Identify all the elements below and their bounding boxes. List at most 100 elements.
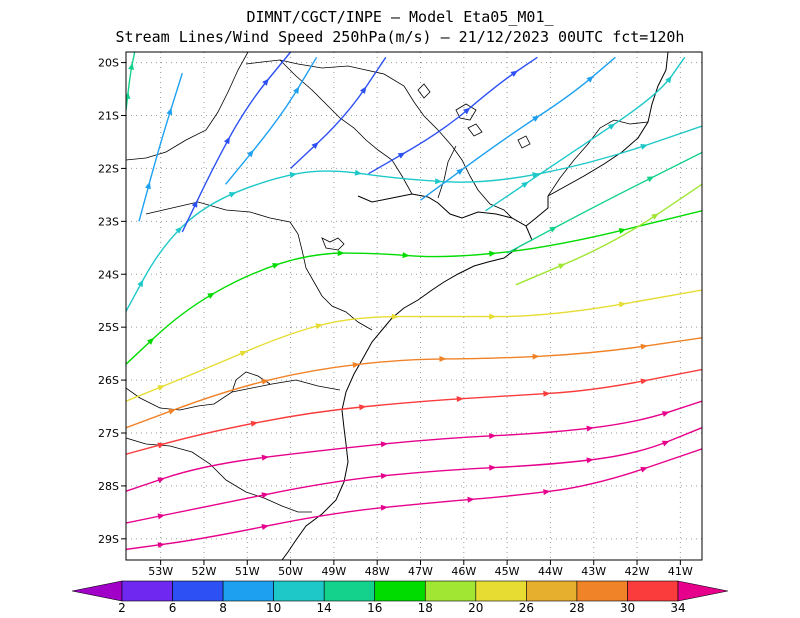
streamline-arrow bbox=[354, 169, 363, 176]
streamline bbox=[290, 56, 387, 169]
lat-tick-label: 27S bbox=[98, 427, 119, 440]
lon-tick-label: 49W bbox=[321, 565, 346, 578]
colorbar-segment bbox=[222, 580, 274, 602]
streamline bbox=[485, 56, 686, 212]
streamline bbox=[368, 56, 538, 175]
colorbar-low-arrow bbox=[71, 580, 123, 602]
lon-tick-label: 50W bbox=[278, 565, 303, 578]
streamline-arrow bbox=[157, 513, 165, 520]
streamline-arrow bbox=[434, 178, 443, 185]
streamline-arrow bbox=[549, 226, 557, 233]
lon-tick-label: 46W bbox=[451, 565, 476, 578]
streamline-arrow bbox=[489, 432, 497, 439]
streamline-arrow bbox=[543, 489, 551, 496]
grid-lines bbox=[126, 52, 702, 560]
streamline-arrow bbox=[128, 62, 135, 71]
streamline-arrow bbox=[557, 263, 566, 270]
streamline-arrow bbox=[315, 323, 324, 330]
colorbar-segment bbox=[424, 580, 477, 602]
streamline-arrow bbox=[359, 86, 367, 94]
streamline-arrow bbox=[261, 492, 269, 499]
streamline-arrow bbox=[239, 350, 248, 357]
streamline-arrow bbox=[175, 226, 183, 234]
streamline-arrow bbox=[646, 176, 655, 183]
streamline-arrow bbox=[166, 107, 173, 116]
lon-tick-label: 43W bbox=[581, 565, 606, 578]
streamline bbox=[126, 368, 702, 455]
streamline-arrow bbox=[250, 420, 259, 427]
streamline bbox=[138, 72, 183, 222]
lon-tick-label: 45W bbox=[495, 565, 520, 578]
streamline-arrow bbox=[463, 107, 471, 115]
streamline-arrow bbox=[352, 361, 360, 368]
lat-tick-label: 23S bbox=[98, 215, 119, 228]
streamline-arrow bbox=[640, 378, 648, 385]
colorbar-level-label: 28 bbox=[569, 601, 584, 615]
streamline-arrow bbox=[157, 477, 165, 484]
streamline-arrow bbox=[661, 440, 670, 447]
streamline-arrow bbox=[289, 172, 298, 178]
streamline-arrow bbox=[380, 441, 389, 448]
colorbar-segment bbox=[323, 580, 376, 602]
streamline bbox=[225, 56, 318, 185]
colorbar-level-label: 16 bbox=[367, 601, 382, 615]
streamline-arrow bbox=[293, 86, 300, 94]
colorbar-segment bbox=[374, 580, 426, 602]
lon-tick-label: 44W bbox=[538, 565, 563, 578]
streamline bbox=[126, 210, 702, 365]
streamline-arrow bbox=[651, 213, 659, 220]
colorbar-level-label: 2 bbox=[118, 601, 126, 615]
streamline-arrow bbox=[439, 355, 447, 362]
streamline-arrow bbox=[262, 78, 269, 86]
colorbar-level-label: 8 bbox=[219, 601, 227, 615]
colorbar-segment bbox=[576, 580, 628, 602]
lon-tick-label: 51W bbox=[235, 565, 260, 578]
streamline-arrow bbox=[391, 313, 399, 320]
lat-tick-label: 22S bbox=[98, 162, 119, 175]
streamline-arrow bbox=[157, 385, 165, 391]
coastline-and-borders bbox=[126, 52, 669, 560]
colorbar-level-label: 20 bbox=[468, 601, 483, 615]
streamline bbox=[126, 289, 702, 402]
streamline-arrow bbox=[191, 200, 198, 208]
axis-ticks: 53W 52W 51W 50W 49W 48W 47W 46W 45W 44W 43W 42W 41W 2… bbox=[98, 57, 693, 578]
streamline-arrow bbox=[157, 542, 165, 549]
colorbar: 2 6 8 10 14 16 18 20 26 28 30 34 bbox=[71, 580, 729, 615]
streamline bbox=[506, 151, 702, 254]
streamline-arrow bbox=[586, 75, 594, 83]
colorbar-high-arrow bbox=[677, 580, 729, 602]
lat-tick-label: 25S bbox=[98, 321, 119, 334]
lon-tick-label: 41W bbox=[668, 565, 693, 578]
streamline-arrow bbox=[661, 411, 670, 417]
colorbar-segment bbox=[273, 580, 325, 602]
streamline-arrow bbox=[137, 279, 144, 288]
streamline-arrow bbox=[640, 144, 648, 150]
streamline-arrow bbox=[489, 250, 497, 257]
streamline-arrow bbox=[586, 457, 594, 464]
lat-tick-label: 24S bbox=[98, 268, 119, 281]
colorbar-segment bbox=[172, 580, 224, 602]
streamline-arrow bbox=[640, 466, 648, 473]
streamline-arrow bbox=[640, 343, 648, 350]
lon-tick-label: 48W bbox=[365, 565, 390, 578]
figure-title-line-1: DIMNT/CGCT/INPE – Model Eta05_M01_ bbox=[246, 8, 554, 26]
streamline-arrow bbox=[618, 228, 627, 234]
streamline-arrow bbox=[489, 464, 497, 471]
colorbar-level-label: 18 bbox=[418, 601, 433, 615]
streamline-arrow bbox=[532, 115, 540, 122]
figure-title-line-2: Stream Lines/Wind Speed 250hPa(m/s) – 21… bbox=[115, 28, 685, 46]
streamline bbox=[181, 52, 292, 233]
lon-tick-label: 42W bbox=[625, 565, 650, 578]
streamline-arrow bbox=[145, 181, 151, 190]
lat-tick-label: 28S bbox=[98, 480, 119, 493]
streamline-arrow bbox=[397, 152, 406, 159]
streamline-arrow bbox=[521, 181, 529, 189]
streamline-arrow bbox=[157, 442, 165, 449]
lon-tick-label: 52W bbox=[192, 565, 217, 578]
streamline-arrow bbox=[311, 141, 319, 149]
streamline-arrow bbox=[467, 496, 475, 503]
streamline-arrow bbox=[380, 473, 389, 480]
streamline-arrow bbox=[228, 192, 237, 198]
streamline-arrow bbox=[607, 123, 616, 130]
